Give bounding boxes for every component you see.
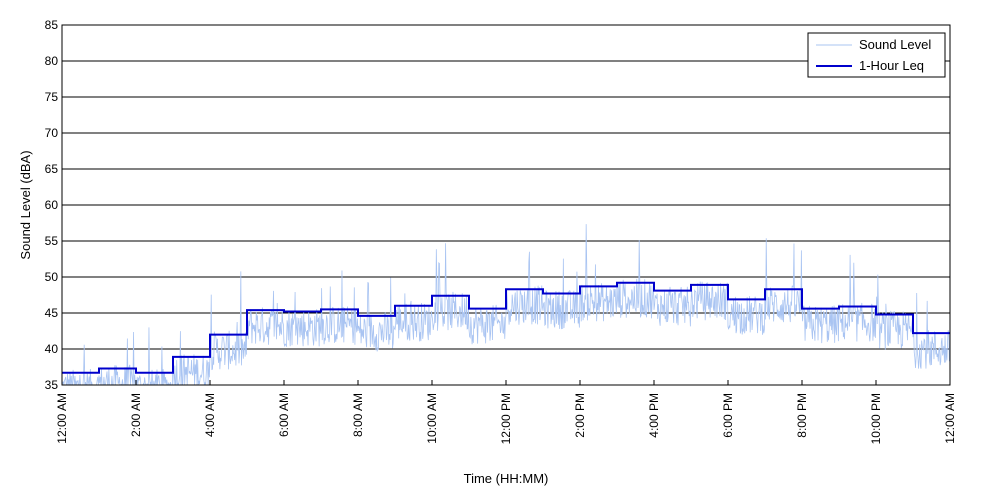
legend-label-leq: 1-Hour Leq (859, 58, 924, 73)
x-tick-label: 6:00 PM (721, 393, 735, 438)
x-tick-label: 10:00 PM (869, 393, 883, 444)
y-tick-label: 50 (45, 270, 59, 284)
x-tick-label: 4:00 AM (203, 393, 217, 437)
y-tick-label: 35 (45, 378, 59, 392)
sound-level-line (61, 224, 950, 386)
y-tick-label: 60 (45, 198, 59, 212)
x-tick-label: 4:00 PM (647, 393, 661, 438)
legend: Sound Level 1-Hour Leq (807, 32, 946, 78)
x-tick-label: 8:00 PM (795, 393, 809, 438)
x-tick-label: 10:00 AM (425, 393, 439, 444)
x-tick-label: 12:00 PM (499, 393, 513, 444)
legend-label-sound-level: Sound Level (859, 37, 931, 52)
y-tick-label: 65 (45, 162, 59, 176)
x-tick-label: 8:00 AM (351, 393, 365, 437)
y-tick-label: 85 (45, 18, 59, 32)
x-axis-ticks: 12:00 AM 2:00 AM 4:00 AM 6:00 AM 8:00 AM 10:0… (55, 380, 957, 444)
leq-step-line (62, 281, 950, 374)
y-tick-label: 55 (45, 234, 59, 248)
y-tick-label: 70 (45, 126, 59, 140)
y-axis-ticks: 35 40 45 50 55 60 65 70 75 80 85 (45, 18, 67, 392)
legend-box (807, 32, 946, 78)
x-tick-label: 2:00 PM (573, 393, 587, 438)
x-tick-label: 6:00 AM (277, 393, 291, 437)
x-tick-label: 12:00 AM (943, 393, 957, 444)
y-tick-label: 45 (45, 306, 59, 320)
sound-level-series (61, 224, 950, 386)
x-tick-label: 2:00 AM (129, 393, 143, 437)
x-axis-title: Time (HH:MM) (464, 471, 549, 486)
y-tick-label: 80 (45, 54, 59, 68)
y-axis-title: Sound Level (dBA) (18, 150, 33, 259)
leq-series (62, 281, 950, 374)
y-tick-label: 40 (45, 342, 59, 356)
y-tick-label: 75 (45, 90, 59, 104)
x-tick-label: 12:00 AM (55, 393, 69, 444)
